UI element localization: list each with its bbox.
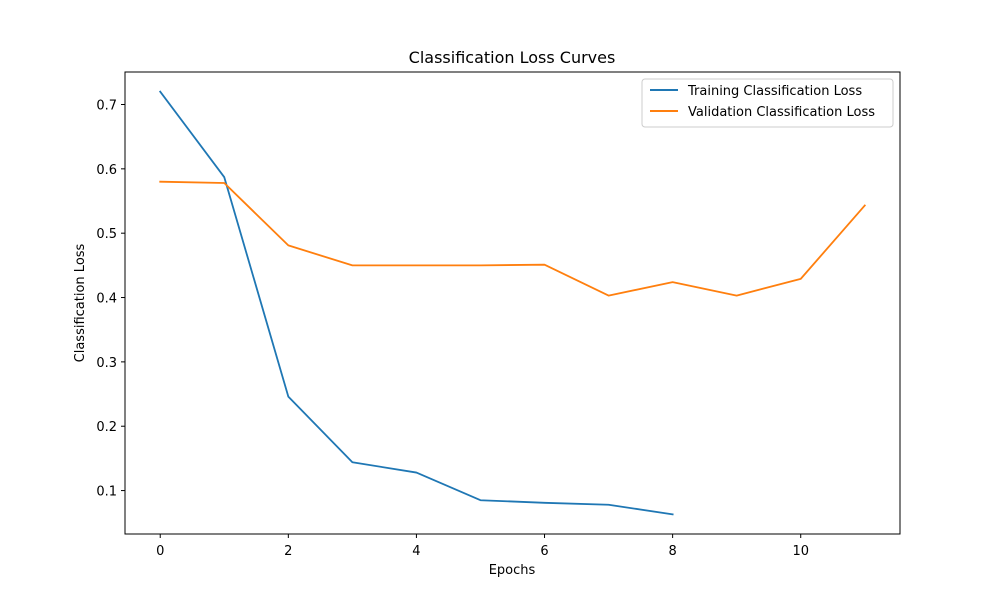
legend-label-validation: Validation Classification Loss [688, 105, 875, 120]
y-tick-label: 0.7 [96, 98, 117, 113]
plot-area [158, 90, 867, 516]
legend-box [641, 78, 894, 128]
y-tick-label: 0.3 [96, 356, 117, 371]
y-tick-label: 0.1 [96, 485, 117, 500]
y-tick-label: 0.2 [96, 420, 117, 435]
chart-title: Classification Loss Curves [409, 48, 616, 67]
x-axis-label: Epochs [489, 563, 536, 578]
x-tick-label: 2 [284, 544, 292, 559]
y-tick-label: 0.4 [96, 292, 117, 307]
x-axis: 0 2 4 6 8 10 [156, 534, 809, 559]
axes-frame [124, 71, 901, 535]
validation-loss-line [159, 180, 867, 297]
y-axis: 0.1 0.2 0.3 0.4 0.5 0.6 0.7 [96, 98, 125, 500]
y-tick-label: 0.5 [96, 227, 117, 242]
legend-label-training: Training Classification Loss [687, 84, 862, 99]
x-tick-label: 10 [792, 544, 809, 559]
legend: Training Classification Loss Validation … [641, 78, 894, 128]
x-tick-label: 6 [540, 544, 548, 559]
x-tick-label: 0 [156, 544, 164, 559]
y-tick-label: 0.6 [96, 163, 117, 178]
x-tick-label: 4 [412, 544, 420, 559]
y-axis-label: Classification Loss [73, 243, 88, 362]
training-loss-line [158, 90, 674, 516]
x-tick-label: 8 [668, 544, 676, 559]
